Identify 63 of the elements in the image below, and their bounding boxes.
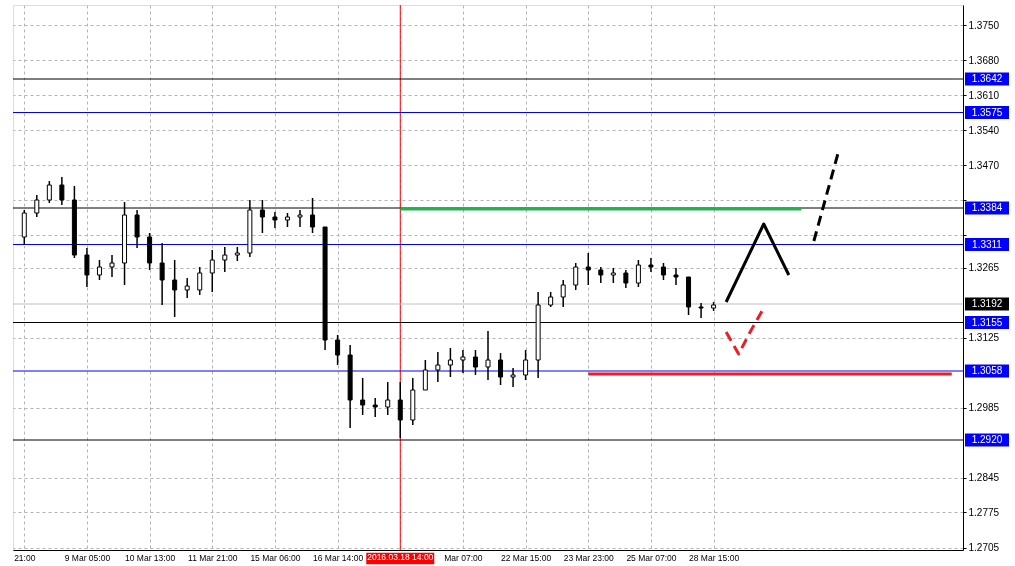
candlestick (59, 176, 65, 206)
candlestick (385, 381, 391, 416)
candlestick (573, 262, 579, 291)
y-tick-label: 1.3125 (968, 332, 1000, 343)
ref-line-label: 1.3192 (971, 298, 1003, 309)
candlestick (585, 252, 591, 286)
ref-line-label: 1.3058 (971, 365, 1003, 376)
candlestick (109, 254, 115, 278)
candlestick (435, 351, 441, 383)
candlestick (510, 367, 516, 388)
candlestick (635, 259, 641, 288)
candlestick (523, 349, 529, 381)
candlestick (184, 277, 190, 299)
candlestick (96, 259, 102, 281)
candlestick (209, 249, 215, 293)
candlestick (447, 347, 453, 378)
candlestick (673, 267, 679, 286)
y-tick-label: 1.3540 (968, 124, 1000, 136)
ref-line-label: 1.2920 (971, 434, 1003, 445)
candlestick (648, 257, 654, 273)
y-tick-label: 1.2845 (968, 472, 1000, 483)
candlestick (498, 352, 504, 386)
x-tick-label: 28 Mar 15:00 (689, 552, 740, 563)
y-tick-label: 1.2985 (968, 402, 1000, 413)
x-tick-label: 9 Mar 05:00 (64, 552, 111, 563)
x-tick-label: 15 Mar 06:00 (250, 552, 301, 563)
ref-line-label: 1.3155 (971, 316, 1003, 328)
candlestick (560, 279, 566, 308)
candlestick (472, 349, 478, 376)
x-tick-label: Mar 07:00 (444, 552, 483, 563)
x-tick-label: 21:00 (14, 552, 36, 563)
candlestick (84, 247, 90, 288)
y-tick-label: 1.3750 (968, 19, 1000, 31)
x-tick-label: 25 Mar 07:00 (626, 552, 677, 563)
x-tick-label: 10 Mar 13:00 (125, 552, 176, 563)
candlestick (372, 397, 378, 418)
candlestick (159, 242, 165, 306)
y-tick-label: 1.3470 (968, 159, 1000, 171)
ref-line-label: 1.3642 (971, 73, 1003, 84)
y-tick-label: 1.2705 (968, 542, 1000, 553)
ref-line-label: 1.3384 (971, 202, 1003, 213)
candlestick (46, 180, 52, 204)
x-tick-label: 11 Mar 21:00 (188, 552, 238, 563)
x-tick-label: 23 Mar 23:00 (563, 552, 615, 563)
ref-line-label: 1.3575 (971, 106, 1003, 118)
y-tick-label: 1.3680 (968, 54, 1000, 66)
x-tick-label: 2016.03.18 14:00 (367, 552, 434, 562)
candlestick (222, 246, 228, 273)
candlestick (360, 377, 366, 416)
candlestick (698, 302, 704, 319)
x-tick-label: 16 Mar 14:00 (313, 552, 364, 563)
candlestick (335, 334, 341, 366)
y-tick-label: 1.3610 (968, 89, 1000, 101)
x-tick-label: 22 Mar 15:00 (501, 552, 552, 563)
candlestick (485, 330, 491, 381)
y-tick-label: 1.3265 (968, 262, 1000, 273)
candlestick (460, 349, 466, 374)
ref-line-label: 1.3311 (972, 238, 1003, 250)
candlestick (172, 259, 178, 318)
candlestick (422, 359, 428, 391)
candlestick (197, 266, 203, 296)
candlestick (272, 211, 278, 229)
y-tick-label: 1.2775 (968, 507, 1000, 518)
